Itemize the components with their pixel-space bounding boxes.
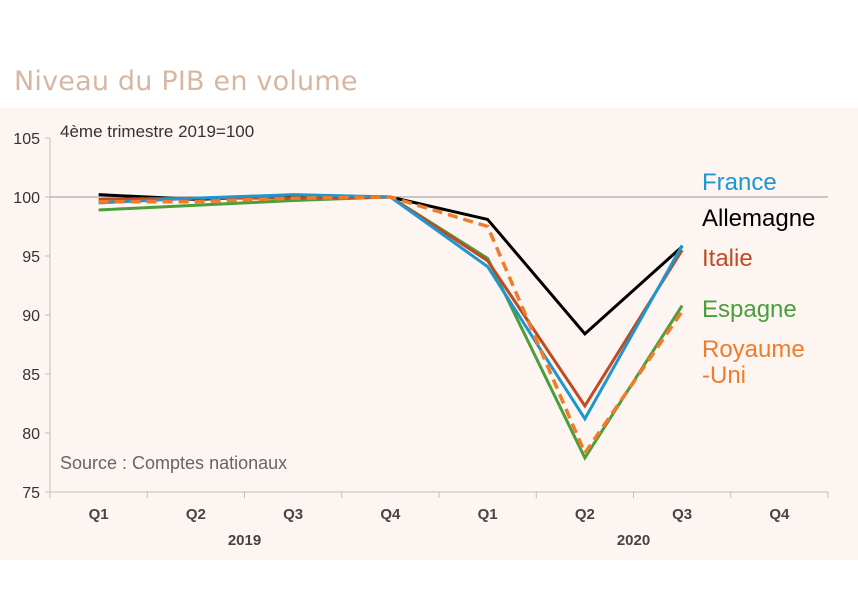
series-line-allemagne [98,193,684,337]
legend-label: France [702,169,777,196]
legend-label: Italie [702,245,753,272]
x-tick-label: Q1 [478,506,498,523]
y-tick-label: 95 [22,249,40,266]
source-note: Source : Comptes nationaux [60,453,287,473]
x-tick-label: Q4 [769,506,790,523]
year-label: 2020 [617,532,650,549]
y-tick-label: 105 [13,131,40,148]
x-tick-label: Q1 [89,506,109,523]
x-tick-label: Q4 [380,506,401,523]
series-line-france [98,193,684,422]
y-tick-label: 80 [22,426,40,443]
x-tick-label: Q2 [186,506,206,523]
legend-label: Espagne [702,296,797,323]
chart-subtitle: 4ème trimestre 2019=100 [60,122,254,141]
year-label: 2019 [228,532,261,549]
legend-label: Allemagne [702,205,815,232]
page-title: Niveau du PIB en volume [14,66,358,97]
series-line-espagne [98,195,684,461]
y-tick-label: 75 [22,485,40,502]
x-tick-label: Q3 [283,506,303,523]
chart-background [0,108,858,560]
legend-label: -Uni [702,362,746,389]
y-tick-label: 100 [13,190,40,207]
y-tick-label: 85 [22,367,40,384]
x-tick-label: Q3 [672,506,692,523]
legend-label: Royaume [702,336,805,363]
series-line-italie [98,195,684,409]
series-line-royaume-uni [98,195,684,457]
y-tick-label: 90 [22,308,40,325]
x-tick-label: Q2 [575,506,595,523]
